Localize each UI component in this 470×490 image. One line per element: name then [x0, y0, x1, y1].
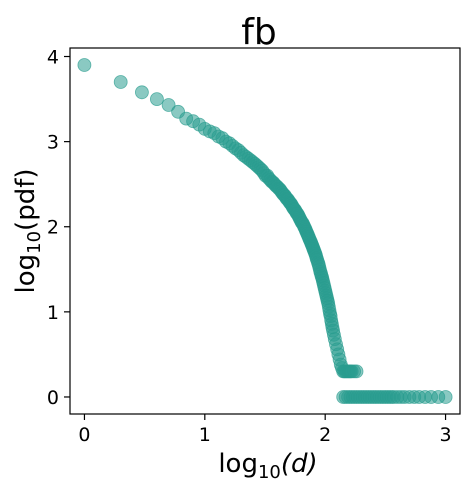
data-point [77, 58, 92, 72]
x-tick-label: 3 [440, 424, 452, 446]
y-tick-label: 1 [47, 302, 59, 324]
y-tick-label: 3 [47, 132, 59, 154]
x-tick-label: 2 [319, 424, 331, 446]
data-point [113, 75, 128, 89]
y-tick-label: 4 [47, 47, 59, 69]
x-tick-label: 1 [199, 424, 211, 446]
x-axis-label-arg: (d) [281, 449, 318, 479]
chart-title: fb [241, 12, 277, 53]
data-point [149, 92, 164, 106]
data-points [77, 58, 453, 404]
data-point [349, 364, 364, 379]
y-tick-label: 2 [47, 217, 59, 239]
y-axis-label-base: log [11, 254, 41, 294]
y-axis-ticks: 0 1 2 3 4 [47, 47, 70, 409]
data-point [134, 85, 149, 100]
y-axis-label: log10(pdf) [11, 169, 45, 294]
plot-frame [69, 47, 461, 415]
y-axis-label-arg: (pdf) [11, 169, 41, 231]
data-point [438, 390, 453, 404]
x-axis-ticks: 0 1 2 3 [78, 414, 452, 446]
x-axis-label: log10(d) [218, 449, 317, 483]
x-axis-label-subscript: 10 [258, 462, 281, 483]
data-point [161, 98, 176, 112]
x-axis-label-base: log [218, 449, 258, 479]
y-axis-label-subscript: 10 [24, 231, 45, 254]
y-tick-label: 0 [47, 387, 59, 409]
x-tick-label: 0 [78, 424, 90, 446]
